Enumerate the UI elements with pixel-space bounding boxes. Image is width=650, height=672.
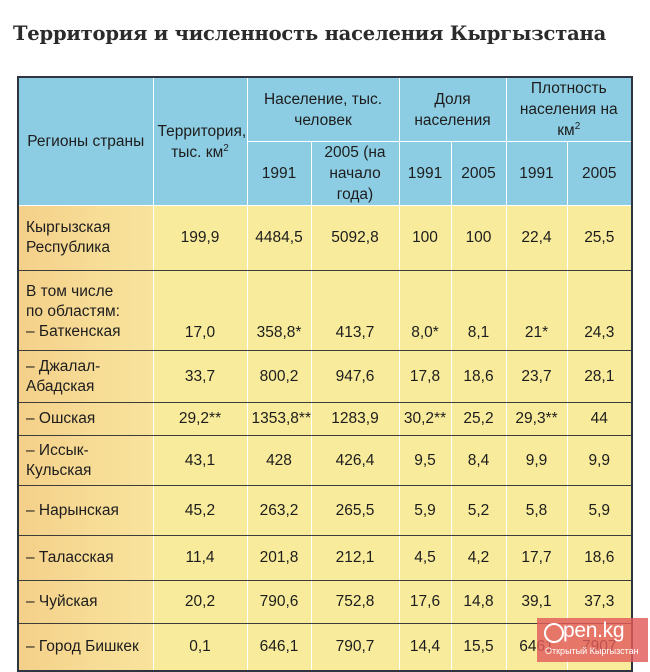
region-name: – Нарынская: [17, 485, 154, 536]
page-title: Территория и численность населения Кыргы…: [13, 22, 607, 45]
table-row: В том числе по областям: – Баткенская 17,…: [17, 270, 633, 351]
density-1991-value: 22,4: [505, 205, 568, 271]
region-name: – Джалал-Абадская: [17, 350, 154, 403]
pop-1991-value: 790,6: [246, 580, 312, 624]
territory-value: 17,0: [152, 270, 248, 351]
share-2005-value: 25,2: [450, 402, 507, 436]
header-share-1991: 1991: [398, 141, 452, 206]
share-1991-value: 14,4: [398, 623, 452, 671]
table-row: – Нарынская 45,2 263,2 265,5 5,9 5,2 5,8…: [17, 485, 633, 536]
pop-2005-value: 265,5: [310, 485, 400, 536]
subheading: В том числе по областям:: [26, 283, 120, 320]
share-1991-value: 17,8: [398, 350, 452, 403]
density-1991-value: 23,7: [505, 350, 568, 403]
header-density-group: Плотность населения на км2: [505, 77, 633, 142]
header-share-2005: 2005: [450, 141, 507, 206]
share-1991-value: 5,9: [398, 485, 452, 536]
header-pop-1991: 1991: [246, 141, 312, 206]
share-1991-value: 100: [398, 205, 452, 271]
region-name: – Ошская: [17, 402, 154, 436]
density-1991-value: 17,7: [505, 535, 568, 581]
density-2005-value: 24,3: [566, 270, 633, 351]
pop-2005-value: 212,1: [310, 535, 400, 581]
pop-1991-value: 263,2: [246, 485, 312, 536]
table-row: – Чуйская 20,2 790,6 752,8 17,6 14,8 39,…: [17, 580, 633, 624]
region-name: – Город Бишкек: [17, 623, 154, 671]
territory-value: 199,9: [152, 205, 248, 271]
pop-1991-value: 646,1: [246, 623, 312, 671]
header-density-2005: 2005: [566, 141, 633, 206]
density-1991-value: 9,9: [505, 435, 568, 486]
pop-2005-value: 1283,9: [310, 402, 400, 436]
density-1991-value: 29,3**: [505, 402, 568, 436]
density-2005-value: 25,5: [566, 205, 633, 271]
table-row: – Иссык-Кульская 43,1 428 426,4 9,5 8,4 …: [17, 435, 633, 486]
pop-2005-value: 413,7: [310, 270, 400, 351]
territory-value: 0,1: [152, 623, 248, 671]
pop-1991-value: 1353,8**: [246, 402, 312, 436]
density-1991-value: 21*: [505, 270, 568, 351]
share-1991-value: 17,6: [398, 580, 452, 624]
table-row: – Ошская 29,2** 1353,8** 1283,9 30,2** 2…: [17, 402, 633, 436]
share-1991-value: 9,5: [398, 435, 452, 486]
header-share-group: Доля населения: [398, 77, 507, 142]
pop-1991-value: 428: [246, 435, 312, 486]
territory-value: 20,2: [152, 580, 248, 624]
share-2005-value: 15,5: [450, 623, 507, 671]
density-2005-value: 9,9: [566, 435, 633, 486]
share-2005-value: 100: [450, 205, 507, 271]
pop-2005-value: 5092,8: [310, 205, 400, 271]
region-name: – Иссык-Кульская: [17, 435, 154, 486]
share-2005-value: 14,8: [450, 580, 507, 624]
pop-2005-value: 790,7: [310, 623, 400, 671]
logo-person-icon: [544, 623, 564, 643]
territory-value: 11,4: [152, 535, 248, 581]
density-2005-value: 44: [566, 402, 633, 436]
header-region: Регионы страны: [17, 77, 154, 206]
share-2005-value: 4,2: [450, 535, 507, 581]
pop-1991-value: 201,8: [246, 535, 312, 581]
share-1991-value: 4,5: [398, 535, 452, 581]
density-2005-value: 28,1: [566, 350, 633, 403]
pop-1991-value: 358,8*: [246, 270, 312, 351]
header-population-group: Население, тыс. человек: [246, 77, 400, 142]
header-density-1991: 1991: [505, 141, 568, 206]
region-name: В том числе по областям: – Баткенская: [17, 270, 154, 351]
pop-2005-value: 426,4: [310, 435, 400, 486]
pop-2005-value: 947,6: [310, 350, 400, 403]
share-1991-value: 30,2**: [398, 402, 452, 436]
watermark-subtitle: Открытый Кыргызстан: [545, 646, 639, 656]
region-name: – Чуйская: [17, 580, 154, 624]
header-pop-2005: 2005 (на начало года): [310, 141, 400, 206]
share-2005-value: 8,1: [450, 270, 507, 351]
pop-1991-value: 4484,5: [246, 205, 312, 271]
share-1991-value: 8,0*: [398, 270, 452, 351]
density-2005-value: 5,9: [566, 485, 633, 536]
share-2005-value: 18,6: [450, 350, 507, 403]
region-name: Кыргызская Республика: [17, 205, 154, 271]
territory-value: 45,2: [152, 485, 248, 536]
share-2005-value: 5,2: [450, 485, 507, 536]
territory-value: 29,2**: [152, 402, 248, 436]
watermark-logo: pen.kg: [563, 619, 625, 642]
region-name: – Таласская: [17, 535, 154, 581]
share-2005-value: 8,4: [450, 435, 507, 486]
table-row: – Джалал-Абадская 33,7 800,2 947,6 17,8 …: [17, 350, 633, 403]
watermark[interactable]: pen.kg Открытый Кыргызстан: [537, 618, 648, 662]
pop-1991-value: 800,2: [246, 350, 312, 403]
pop-2005-value: 752,8: [310, 580, 400, 624]
density-1991-value: 39,1: [505, 580, 568, 624]
territory-value: 43,1: [152, 435, 248, 486]
territory-value: 33,7: [152, 350, 248, 403]
density-1991-value: 5,8: [505, 485, 568, 536]
population-table: Регионы страны Территория, тыс. км2 Насе…: [17, 76, 634, 672]
header-territory: Территория, тыс. км2: [152, 77, 248, 206]
density-2005-value: 18,6: [566, 535, 633, 581]
table-row: Кыргызская Республика 199,9 4484,5 5092,…: [17, 205, 633, 271]
table-row: – Таласская 11,4 201,8 212,1 4,5 4,2 17,…: [17, 535, 633, 581]
